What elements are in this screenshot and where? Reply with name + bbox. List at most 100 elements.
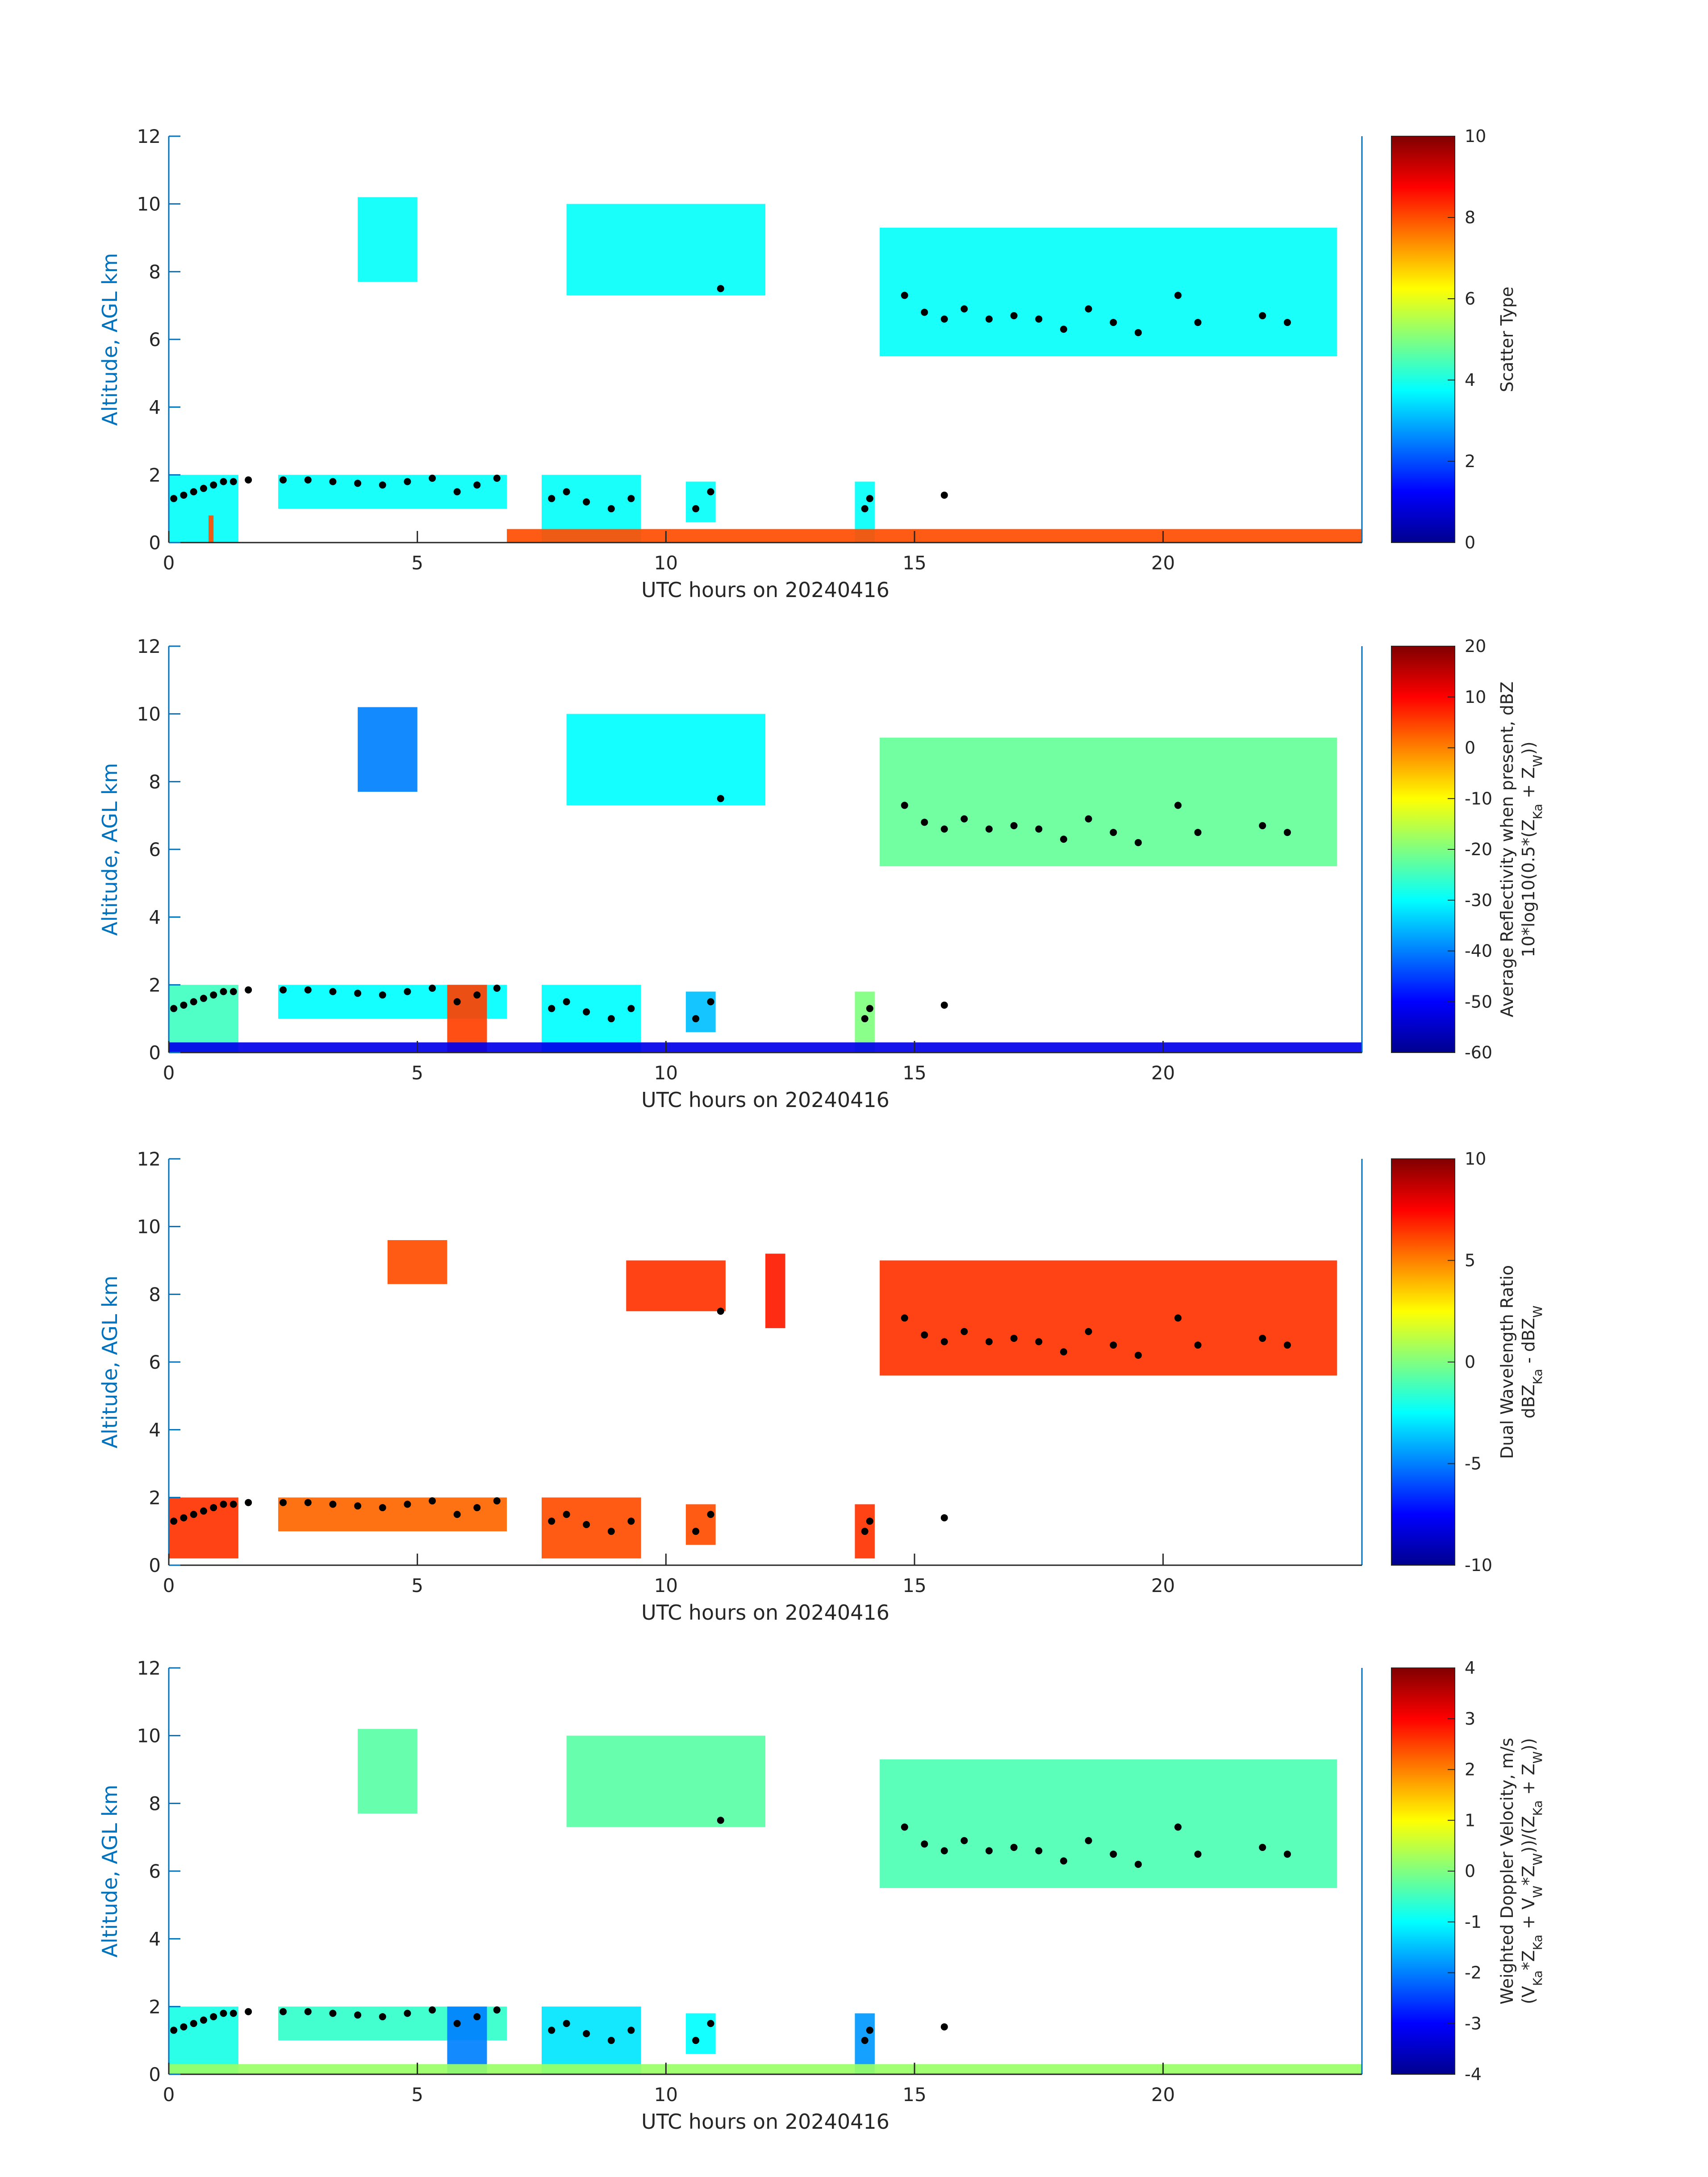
- colorbar-tick-label: 10: [1465, 126, 1486, 146]
- overlay-dot: [921, 309, 928, 316]
- overlay-dot: [493, 984, 501, 992]
- overlay-dot: [1194, 1341, 1202, 1349]
- overlay-dot: [1085, 305, 1092, 313]
- colorbar: [1391, 646, 1455, 1053]
- overlay-dots: [170, 1308, 1291, 1535]
- y-tick-label: 8: [149, 1283, 161, 1305]
- overlay-dots: [170, 795, 1291, 1023]
- colorbar-label: Average Reflectivity when present, dBZ: [1497, 681, 1517, 1017]
- overlay-dot: [627, 495, 635, 502]
- overlay-dot: [1035, 1338, 1043, 1345]
- x-tick-label: 20: [1151, 552, 1175, 574]
- overlay-dot: [717, 285, 724, 292]
- heatmap-cell: [507, 529, 1362, 543]
- y-axis-label: Altitude, AGL km: [98, 253, 122, 426]
- overlay-dot: [230, 988, 237, 995]
- overlay-dot: [940, 2023, 948, 2031]
- y-tick-label: 4: [149, 397, 161, 418]
- overlay-dot: [493, 2006, 501, 2014]
- heatmap-cell: [542, 985, 641, 1053]
- overlay-dot: [692, 1015, 700, 1023]
- overlay-dot: [1060, 836, 1067, 843]
- overlay-dot: [607, 1015, 615, 1023]
- overlay-dot: [230, 2010, 237, 2017]
- colorbar-tick-label: -50: [1465, 992, 1492, 1011]
- colorbar-label-2: dBZKa - dBZW: [1519, 1305, 1545, 1418]
- overlay-dot: [190, 998, 197, 1006]
- overlay-dot: [627, 1517, 635, 1525]
- x-tick-label: 10: [654, 2084, 678, 2106]
- y-tick-label: 0: [149, 1042, 161, 1064]
- overlay-dot: [429, 2006, 436, 2014]
- x-tick-label: 20: [1151, 1062, 1175, 1084]
- overlay-dot: [1174, 1823, 1182, 1831]
- colorbar-tick-label: 8: [1465, 208, 1475, 227]
- y-tick-label: 10: [137, 703, 161, 725]
- overlay-dot: [1060, 326, 1067, 333]
- overlay-dot: [607, 1528, 615, 1535]
- overlay-dot: [280, 2008, 287, 2015]
- heatmap-cell: [880, 227, 1337, 356]
- colorbar-tick-label: 4: [1465, 1658, 1475, 1678]
- heatmap-cell: [542, 2006, 641, 2074]
- overlay-dot: [866, 2027, 873, 2034]
- overlay-dot: [607, 2037, 615, 2044]
- heatmap-cell: [685, 991, 716, 1032]
- overlay-dot: [563, 998, 570, 1006]
- overlay-dot: [210, 2013, 217, 2021]
- overlay-dot: [940, 1001, 948, 1009]
- overlay-dot: [245, 476, 252, 484]
- overlay-dot: [493, 474, 501, 482]
- overlay-dot: [1060, 1857, 1067, 1865]
- overlay-dot: [200, 485, 207, 492]
- overlay-dot: [986, 1847, 993, 1855]
- overlay-dot: [960, 1837, 968, 1844]
- overlay-dot: [1085, 1837, 1092, 1844]
- overlay-dot: [548, 1005, 555, 1012]
- overlay-dot: [404, 2010, 411, 2017]
- overlay-dot: [429, 1497, 436, 1504]
- heatmap-cell: [278, 1497, 507, 1532]
- x-tick-label: 0: [163, 1062, 175, 1084]
- x-tick-label: 5: [411, 1575, 423, 1596]
- y-tick-label: 0: [149, 2064, 161, 2085]
- overlay-dot: [190, 488, 197, 496]
- x-tick-label: 15: [902, 1062, 926, 1084]
- heatmap-regions: [169, 1240, 1337, 1559]
- overlay-dot: [940, 1514, 948, 1521]
- overlay-dot: [986, 315, 993, 323]
- overlay-dot: [1284, 319, 1291, 326]
- heatmap-cell: [566, 204, 765, 296]
- overlay-dot: [692, 2037, 700, 2044]
- overlay-dot: [210, 1504, 217, 1512]
- heatmap-regions: [169, 1729, 1362, 2074]
- panel-3: 0 2 4 6 8 10 12 0 5 10 15 20 Altitude, AGL km UTC hou…: [98, 1148, 1545, 1625]
- heatmap-cell: [358, 197, 418, 282]
- overlay-dot: [861, 1528, 869, 1535]
- overlay-dot: [607, 505, 615, 513]
- overlay-dot: [473, 2013, 481, 2021]
- colorbar-tick-label: -3: [1465, 2014, 1482, 2033]
- colorbar-tick-label: 2: [1465, 1760, 1475, 1780]
- overlay-dot: [245, 986, 252, 994]
- x-tick-label: 20: [1151, 1575, 1175, 1596]
- colorbar-tick-label: -30: [1465, 890, 1492, 910]
- overlay-dot: [453, 998, 461, 1006]
- overlay-dot: [429, 984, 436, 992]
- overlay-dot: [180, 1001, 188, 1009]
- overlay-dot: [200, 2016, 207, 2024]
- heatmap-cell: [765, 1254, 785, 1329]
- colorbar-tick-label: 3: [1465, 1709, 1475, 1729]
- colorbar-tick-label: 2: [1465, 451, 1475, 471]
- overlay-dot: [1259, 1843, 1266, 1851]
- colorbar-tick-label: 0: [1465, 533, 1475, 552]
- colorbar-tick-label: 1: [1465, 1810, 1475, 1830]
- colorbar-label: Dual Wavelength Ratio: [1497, 1265, 1517, 1459]
- overlay-dot: [379, 1504, 386, 1512]
- overlay-dot: [354, 2011, 362, 2019]
- overlay-dot: [717, 1308, 724, 1315]
- overlay-dot: [180, 2023, 188, 2031]
- y-tick-label: 8: [149, 261, 161, 283]
- overlay-dot: [986, 825, 993, 833]
